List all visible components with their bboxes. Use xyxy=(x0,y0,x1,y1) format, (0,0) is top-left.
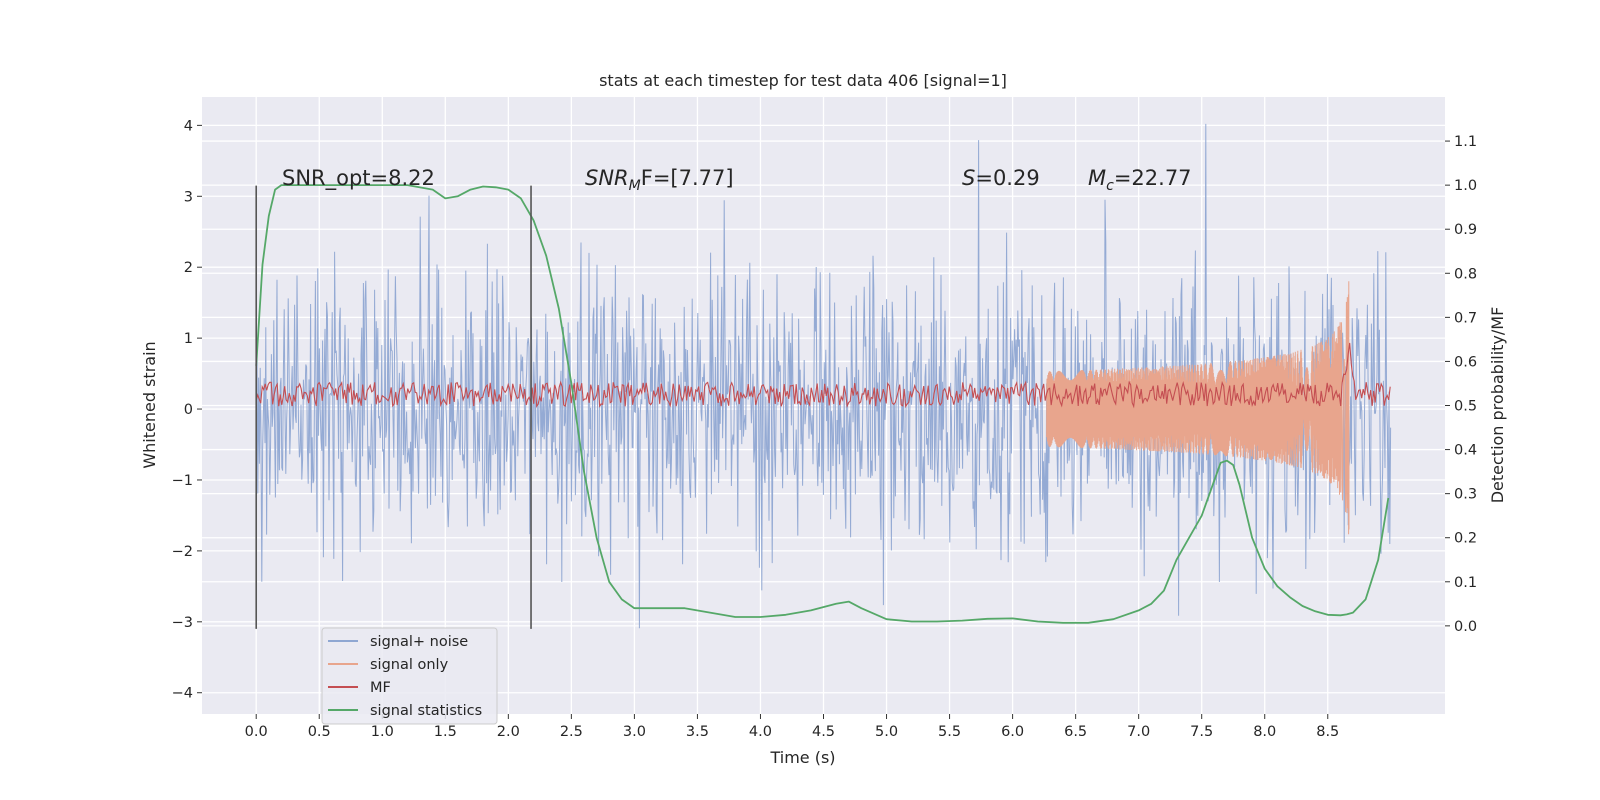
s-symbol: S xyxy=(962,166,975,190)
mc-value: =22.77 xyxy=(1114,166,1192,190)
legend-entry: signal+ noise xyxy=(370,634,468,650)
x-tick-label: 1.0 xyxy=(371,724,394,740)
x-axis-label: Time (s) xyxy=(769,748,835,767)
x-tick-label: 0.0 xyxy=(245,724,268,740)
left-tick-label: 4 xyxy=(184,118,193,134)
annotation-mc: Mc=22.77 xyxy=(1088,166,1192,194)
right-tick-label: 0.3 xyxy=(1454,487,1477,503)
right-tick-label: 0.2 xyxy=(1454,531,1477,547)
right-axis-ticks: 0.0 0.1 0.2 0.3 0.4 0.5 0.6 0.7 0.8 0.9 1.0 1.1 xyxy=(1445,134,1477,635)
x-tick-label: 4.0 xyxy=(749,724,772,740)
right-tick-label: 0.6 xyxy=(1454,354,1477,370)
mc-subscript: c xyxy=(1106,178,1114,194)
series-layer xyxy=(255,123,1392,629)
x-tick-label: 2.5 xyxy=(560,724,583,740)
right-tick-label: 0.1 xyxy=(1454,575,1477,591)
snr-mf-subscript: M xyxy=(629,178,641,194)
right-tick-label: 1.0 xyxy=(1454,178,1477,194)
legend-box xyxy=(321,627,498,725)
vertical-markers xyxy=(255,185,532,629)
left-axis-label: Whitened strain xyxy=(140,341,159,468)
right-tick-label: 0.5 xyxy=(1454,399,1477,415)
legend-entry: MF xyxy=(370,680,391,696)
left-tick-label: 1 xyxy=(184,331,193,347)
annotation-snr-mf: SNRMF=[7.77] xyxy=(585,166,734,194)
legend-entry: signal statistics xyxy=(370,703,482,719)
left-tick-label: −3 xyxy=(172,615,193,631)
right-axis-label: Detection probability/MF xyxy=(1488,307,1507,504)
series-mf xyxy=(255,342,1391,409)
x-tick-label: 4.5 xyxy=(812,724,835,740)
x-tick-label: 8.5 xyxy=(1316,724,1339,740)
left-axis-ticks: −4 −3 −2 −1 0 1 2 3 4 xyxy=(172,118,202,702)
right-tick-label: 0.0 xyxy=(1454,619,1477,635)
x-tick-label: 2.0 xyxy=(497,724,520,740)
s-value: =0.29 xyxy=(975,166,1039,190)
snr-mf-symbol: SNR xyxy=(585,166,629,190)
left-tick-label: 2 xyxy=(184,260,193,276)
right-tick-label: 1.1 xyxy=(1454,134,1477,150)
left-tick-label: 3 xyxy=(184,189,193,205)
x-tick-label: 1.5 xyxy=(434,724,457,740)
chart-title: stats at each timestep for test data 406… xyxy=(599,71,1007,90)
x-tick-label: 0.5 xyxy=(308,724,331,740)
x-tick-label: 6.5 xyxy=(1064,724,1087,740)
annotation-snr-opt: SNR_opt=8.22 xyxy=(282,166,435,191)
x-tick-label: 3.0 xyxy=(623,724,646,740)
x-tick-label: 5.5 xyxy=(938,724,961,740)
left-tick-label: −4 xyxy=(172,686,193,702)
series-signal-statistics xyxy=(255,184,1390,624)
x-tick-label: 6.0 xyxy=(1001,724,1024,740)
legend-entry: signal only xyxy=(370,657,449,673)
left-tick-label: −2 xyxy=(172,544,193,560)
x-tick-label: 3.5 xyxy=(686,724,709,740)
left-tick-label: −1 xyxy=(172,473,193,489)
snr-mf-value: F=[7.77] xyxy=(641,166,734,190)
right-tick-label: 0.8 xyxy=(1454,266,1477,282)
x-axis-ticks: 0.0 0.5 1.0 1.5 2.0 2.5 3.0 3.5 4.0 4.5 5.0 5.5 6.0 6… xyxy=(245,714,1339,740)
right-tick-label: 0.9 xyxy=(1454,222,1477,238)
x-tick-label: 7.5 xyxy=(1190,724,1213,740)
series-signal-only xyxy=(1046,281,1350,535)
right-tick-label: 0.4 xyxy=(1454,443,1477,459)
right-tick-label: 0.7 xyxy=(1454,310,1477,326)
legend: signal+ noise signal only MF signal statist… xyxy=(321,627,498,725)
series-signal-noise xyxy=(255,123,1392,629)
x-tick-label: 5.0 xyxy=(875,724,898,740)
x-tick-label: 8.0 xyxy=(1253,724,1276,740)
annotation-s: S=0.29 xyxy=(962,166,1040,190)
left-tick-label: 0 xyxy=(184,402,193,418)
x-tick-label: 7.0 xyxy=(1127,724,1150,740)
mc-symbol: M xyxy=(1088,166,1106,190)
